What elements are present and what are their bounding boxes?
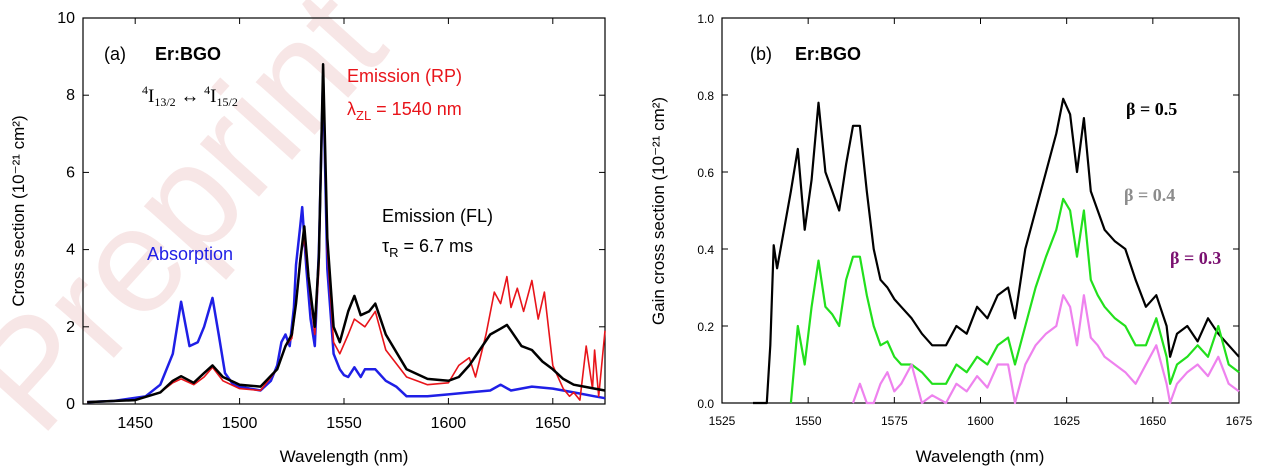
y-tick-label: 8: [66, 87, 75, 104]
panel-a-title: Er:BGO: [155, 44, 221, 64]
panel-b-series: [753, 97, 1240, 405]
series-line-1: [789, 197, 1240, 404]
emission-rp-label: Emission (RP): [347, 66, 462, 86]
panel-b-label: (b): [750, 44, 772, 64]
series-line-0: [753, 97, 1240, 405]
panel-a-x-axis-title: Wavelength (nm): [280, 447, 409, 466]
x-tick-label: 1550: [795, 414, 822, 428]
x-tick-label: 1650: [535, 415, 571, 432]
transition-label: 4I13/2 ↔ 4I15/2: [142, 83, 238, 109]
x-tick-label: 1675: [1226, 414, 1253, 428]
lambda-zl-label: λZL = 1540 nm: [347, 99, 462, 123]
y-tick-label: 0.4: [697, 243, 714, 257]
y-tick-label: 0.2: [697, 320, 714, 334]
x-tick-label: 1600: [431, 415, 467, 432]
series-line-2: [851, 294, 1240, 405]
panel-a: 1450 1500 1550 1600 1650 0 2 4 6 8 10 Wavelength (…: [9, 10, 606, 466]
x-tick-label: 1525: [709, 414, 736, 428]
panel-a-label: (a): [104, 44, 126, 64]
panel-b-x-axis-title: Wavelength (nm): [916, 447, 1045, 466]
panel-b-frame: [721, 17, 1240, 404]
y-tick-label: 2: [66, 319, 75, 336]
panel-a-ticks: 1450 1500 1550 1600 1650 0 2 4 6 8 10: [57, 10, 605, 432]
beta-03-label: β = 0.3: [1170, 248, 1221, 268]
tau-r-label: τR = 6.7 ms: [382, 236, 473, 260]
panel-b-title: Er:BGO: [795, 44, 861, 64]
series-line-1: [87, 75, 606, 403]
y-tick-label: 1.0: [697, 12, 714, 26]
y-tick-label: 0.0: [697, 397, 714, 411]
absorption-label: Absorption: [147, 244, 233, 264]
panel-a-series: [87, 63, 606, 404]
x-tick-label: 1600: [967, 414, 994, 428]
panel-b: 1525 1550 1575 1600 1625 1650 1675 0.0 0.2 0.4 0.6…: [649, 12, 1253, 466]
series-line-2: [87, 63, 606, 404]
y-tick-label: 0: [66, 396, 75, 413]
panel-b-ticks: 1525 1550 1575 1600 1625 1650 1675 0.0 0.2 0.4 0.6…: [697, 12, 1252, 428]
x-tick-label: 1500: [222, 415, 258, 432]
x-tick-label: 1450: [117, 415, 153, 432]
panel-b-y-axis-title: Gain cross section (10⁻²¹ cm²): [649, 97, 668, 325]
x-tick-label: 1625: [1053, 414, 1080, 428]
y-tick-label: 10: [57, 10, 75, 27]
y-tick-label: 4: [66, 242, 75, 259]
x-tick-label: 1575: [881, 414, 908, 428]
emission-fl-label: Emission (FL): [382, 206, 493, 226]
y-tick-label: 0.8: [697, 89, 714, 103]
x-tick-label: 1650: [1139, 414, 1166, 428]
y-tick-label: 6: [66, 164, 75, 181]
x-tick-label: 1550: [326, 415, 362, 432]
beta-05-label: β = 0.5: [1126, 99, 1177, 119]
y-tick-label: 0.6: [697, 166, 714, 180]
series-line-0: [87, 74, 606, 404]
beta-04-label: β = 0.4: [1124, 185, 1175, 205]
panel-a-y-axis-title: Cross section (10⁻²¹ cm²): [9, 115, 28, 306]
